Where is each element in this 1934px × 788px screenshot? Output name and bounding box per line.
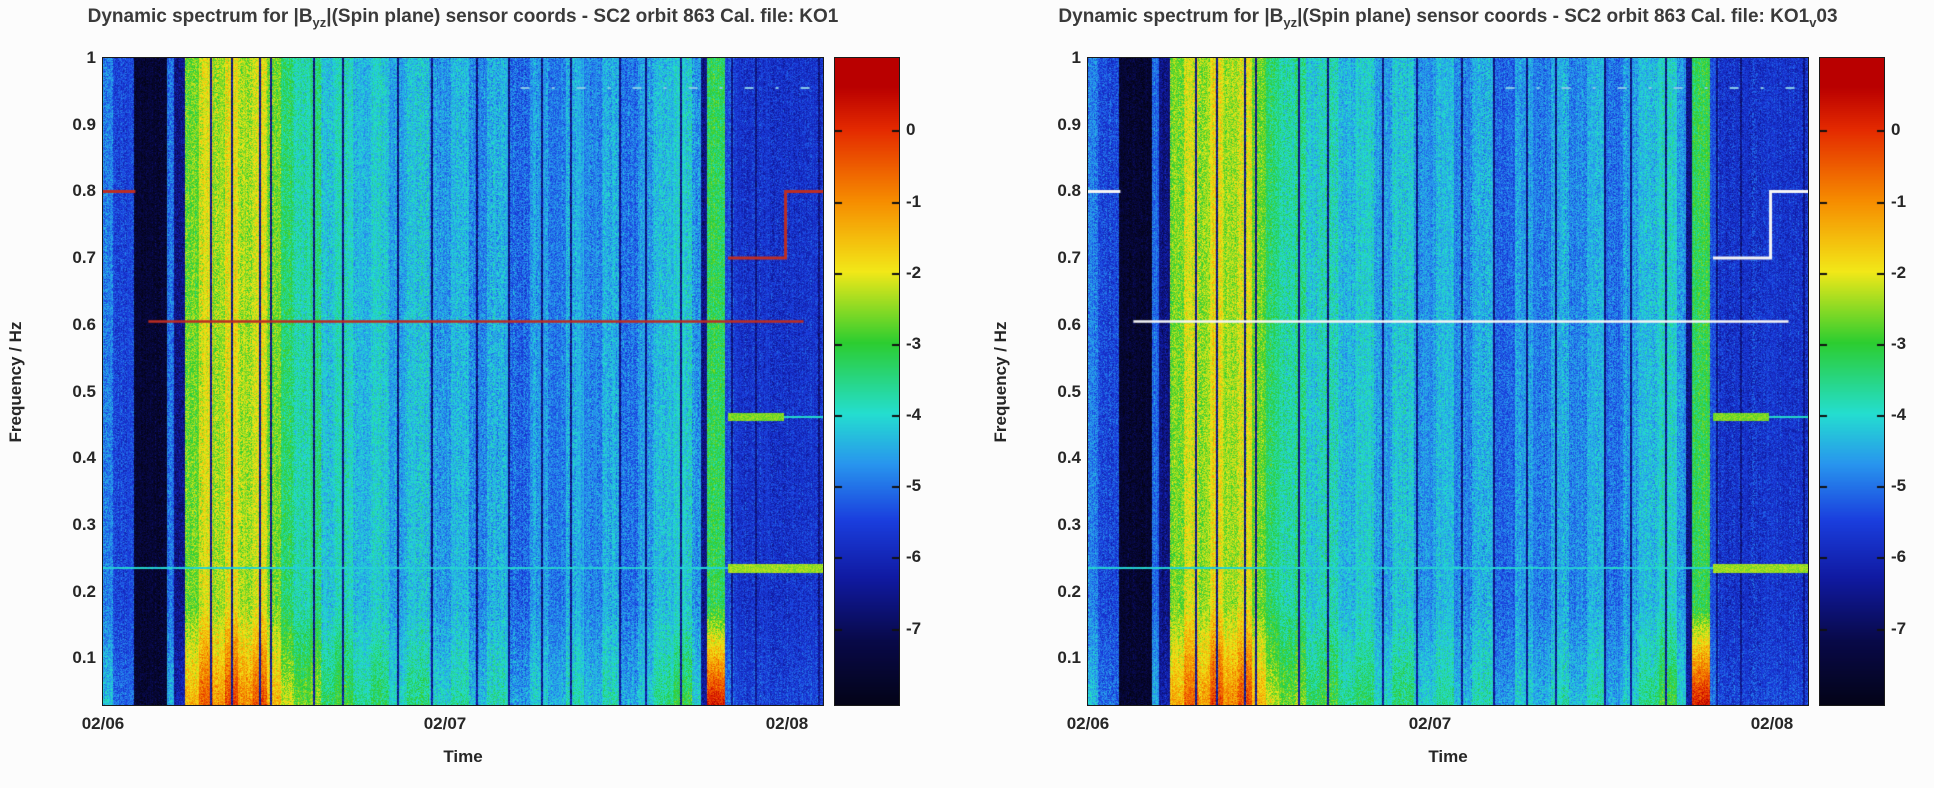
y-axis-label: Frequency / Hz [6,321,25,442]
y-tick-label: 0.8 [72,181,96,201]
y-tick-label: 1 [86,48,96,67]
y-tick-label: 0.2 [1057,581,1081,601]
panel-title: Dynamic spectrum for |Byz|(Spin plane) s… [87,6,839,30]
spectrogram-canvas [1087,57,1809,706]
y-tick-label: 1 [1071,48,1081,67]
colorbar-tick-label: -7 [1891,618,1907,638]
y-tick-label: 0.7 [1057,248,1081,268]
y-tick-label: 0.4 [72,448,96,468]
colorbar [834,57,900,706]
x-axis-label: Time [443,747,483,766]
spectrogram-canvas [102,57,824,706]
colorbar-tick-label: -5 [1891,476,1907,496]
y-tick-label: 0.1 [72,648,96,668]
y-tick-label: 0.6 [1057,314,1081,334]
colorbar-tick-label: -1 [1891,191,1907,211]
x-tick-label: 02/06 [81,714,125,733]
x-tick-label: 02/08 [1750,714,1794,733]
panel-title: Dynamic spectrum for |Byz|(Spin plane) s… [1058,6,1838,30]
colorbar-tick-label: 0 [1891,120,1901,140]
title-subscript: yz [1283,14,1298,30]
y-tick-label: 0.2 [72,581,96,601]
x-tick-label: 02/08 [765,714,809,733]
y-tick-label: 0.8 [1057,181,1081,201]
colorbar-tick-label: -7 [906,618,922,638]
colorbar-tick-label: -4 [906,405,922,425]
y-tick-label: 0.6 [72,314,96,334]
colorbar-tick-label: -4 [1891,405,1907,425]
y-tick-label: 0.4 [1057,448,1081,468]
colorbar-tick-label: -3 [1891,333,1907,353]
y-tick-label: 0.5 [72,381,96,401]
colorbar-tick-label: -6 [1891,547,1907,567]
panel-right: Dynamic spectrum for |Byz|(Spin plane) s… [985,0,1934,788]
x-tick-label: 02/06 [1066,714,1110,733]
colorbar-tick-label: 0 [906,120,916,140]
colorbar-tick-label: -6 [906,547,922,567]
y-tick-label: 0.3 [72,514,96,534]
y-axis-label: Frequency / Hz [991,321,1010,442]
x-axis-label: Time [1428,747,1468,766]
colorbar [1819,57,1885,706]
colorbar-tick-label: -3 [906,333,922,353]
y-tick-label: 0.5 [1057,381,1081,401]
colorbar-tick-label: -1 [906,191,922,211]
x-tick-label: 02/07 [1408,714,1452,733]
title-subscript: yz [312,14,327,30]
panel-left: Dynamic spectrum for |Byz|(Spin plane) s… [6,6,922,766]
colorbar-tick-label: -2 [1891,262,1907,282]
colorbar-tick-label: -2 [906,262,922,282]
colorbar-tick-label: -5 [906,476,922,496]
x-tick-label: 02/07 [423,714,467,733]
y-tick-label: 0.9 [72,114,96,134]
y-tick-label: 0.1 [1057,648,1081,668]
title-subscript: v [1809,14,1817,30]
y-tick-label: 0.9 [1057,114,1081,134]
y-tick-label: 0.3 [1057,514,1081,534]
y-tick-label: 0.7 [72,248,96,268]
